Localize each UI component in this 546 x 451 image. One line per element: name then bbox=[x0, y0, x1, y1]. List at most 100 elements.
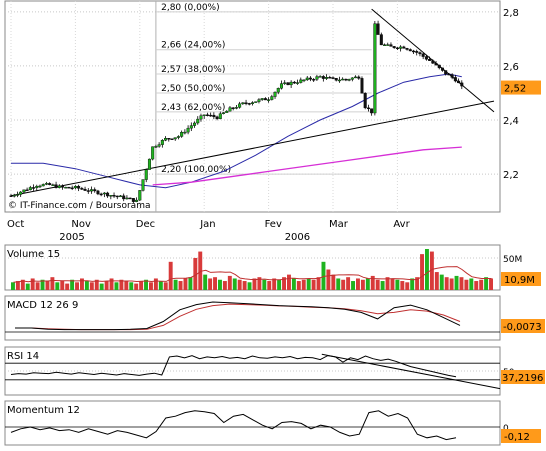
volume-title: Volume 15 bbox=[7, 249, 60, 260]
candle-body bbox=[434, 63, 438, 66]
y-tick-label: 2,8 bbox=[503, 8, 519, 19]
candle-body bbox=[412, 50, 416, 53]
candle-body bbox=[415, 51, 419, 53]
candle-body bbox=[12, 195, 16, 197]
candle-body bbox=[247, 103, 251, 105]
candle-body bbox=[241, 102, 245, 105]
volume-bar bbox=[173, 279, 178, 290]
volume-bar bbox=[262, 279, 267, 290]
candle-body bbox=[15, 194, 19, 196]
candle-body bbox=[170, 138, 174, 140]
volume-bar bbox=[11, 282, 15, 290]
volume-bar bbox=[153, 278, 158, 290]
volume-bar bbox=[25, 283, 30, 290]
candle-body bbox=[118, 195, 122, 198]
volume-bar bbox=[109, 278, 114, 290]
candle-body bbox=[383, 44, 387, 46]
candle-body bbox=[292, 81, 296, 84]
candle-body bbox=[167, 138, 171, 140]
rsi-trendline bbox=[321, 353, 501, 390]
candle-body bbox=[337, 79, 341, 82]
candle-body bbox=[193, 122, 197, 126]
momentum-frame bbox=[4, 400, 501, 446]
trendline-up bbox=[10, 100, 495, 197]
volume-bar bbox=[287, 274, 291, 290]
macd-frame bbox=[4, 295, 501, 341]
candle-body bbox=[225, 110, 229, 113]
x-month-label: Avr bbox=[393, 219, 410, 230]
candle-body bbox=[331, 77, 335, 79]
x-month-label: Dec bbox=[136, 219, 155, 230]
x-year-label: 2006 bbox=[285, 232, 310, 243]
candle-body bbox=[363, 93, 367, 109]
volume-bar bbox=[20, 279, 25, 290]
candle-body bbox=[373, 23, 377, 114]
candle-body bbox=[299, 79, 303, 83]
candle-body bbox=[428, 59, 432, 61]
volume-bar bbox=[35, 282, 40, 290]
volume-bar bbox=[94, 279, 99, 290]
candle-body bbox=[96, 190, 100, 195]
volume-bar bbox=[425, 249, 429, 290]
candle-body bbox=[457, 80, 461, 84]
candle-body bbox=[312, 79, 316, 81]
volume-bar bbox=[346, 277, 351, 290]
volume-bar bbox=[242, 281, 247, 290]
candle-body bbox=[57, 185, 61, 188]
volume-bar bbox=[188, 277, 193, 290]
volume-bar bbox=[410, 278, 415, 290]
volume-bar bbox=[30, 278, 35, 290]
fibonacci-label: 2,66 (24,00%) bbox=[161, 41, 225, 51]
candle-body bbox=[325, 77, 329, 79]
candle-body bbox=[257, 99, 261, 102]
volume-bar bbox=[267, 281, 272, 290]
volume-bar bbox=[104, 281, 109, 290]
candle-body bbox=[370, 108, 374, 114]
volume-bar bbox=[178, 281, 183, 290]
candle-body bbox=[218, 113, 222, 119]
volume-bar bbox=[434, 272, 439, 290]
volume-bar bbox=[218, 279, 222, 290]
volume-bar bbox=[227, 275, 232, 290]
candle-body bbox=[151, 146, 155, 160]
momentum-panel: Momentum 120-0,12 bbox=[4, 400, 541, 446]
candle-body bbox=[115, 195, 119, 198]
volume-bar bbox=[139, 281, 144, 290]
volume-bar bbox=[380, 281, 385, 290]
momentum-title: Momentum 12 bbox=[7, 405, 80, 416]
candle-body bbox=[286, 82, 290, 86]
volume-bar bbox=[449, 278, 454, 290]
rsi-panel: RSI 145037,2196 bbox=[4, 346, 545, 396]
candle-body bbox=[202, 114, 206, 117]
candle-body bbox=[357, 76, 361, 79]
volume-average-line bbox=[13, 266, 492, 283]
x-year-label: 2005 bbox=[59, 232, 84, 243]
volume-bar bbox=[316, 277, 321, 290]
candle-body bbox=[283, 82, 287, 84]
y-tick-label: 2,6 bbox=[503, 62, 519, 73]
candle-body bbox=[289, 81, 293, 86]
candle-body bbox=[418, 52, 422, 55]
volume-bar bbox=[237, 279, 242, 290]
candle-body bbox=[199, 115, 203, 120]
volume-bar bbox=[168, 261, 173, 290]
macd-panel: MACD 12 26 9 -0,0073 bbox=[4, 295, 545, 341]
candle-body bbox=[260, 98, 264, 100]
volume-bar bbox=[474, 281, 479, 290]
volume-bar bbox=[277, 279, 282, 290]
candle-body bbox=[147, 158, 151, 170]
candle-body bbox=[334, 77, 338, 81]
volume-bar bbox=[375, 279, 380, 290]
rsi-line bbox=[10, 355, 457, 378]
candle-body bbox=[402, 46, 406, 49]
volume-bar bbox=[60, 281, 65, 290]
volume-bar bbox=[370, 275, 375, 290]
last-value-label: 2,52 bbox=[504, 84, 526, 95]
candle-body bbox=[176, 136, 180, 138]
volume-bar bbox=[296, 281, 301, 290]
volume-bar bbox=[439, 274, 444, 290]
volume-bar bbox=[203, 274, 208, 290]
candle-body bbox=[41, 184, 45, 187]
volume-bar bbox=[385, 277, 390, 290]
